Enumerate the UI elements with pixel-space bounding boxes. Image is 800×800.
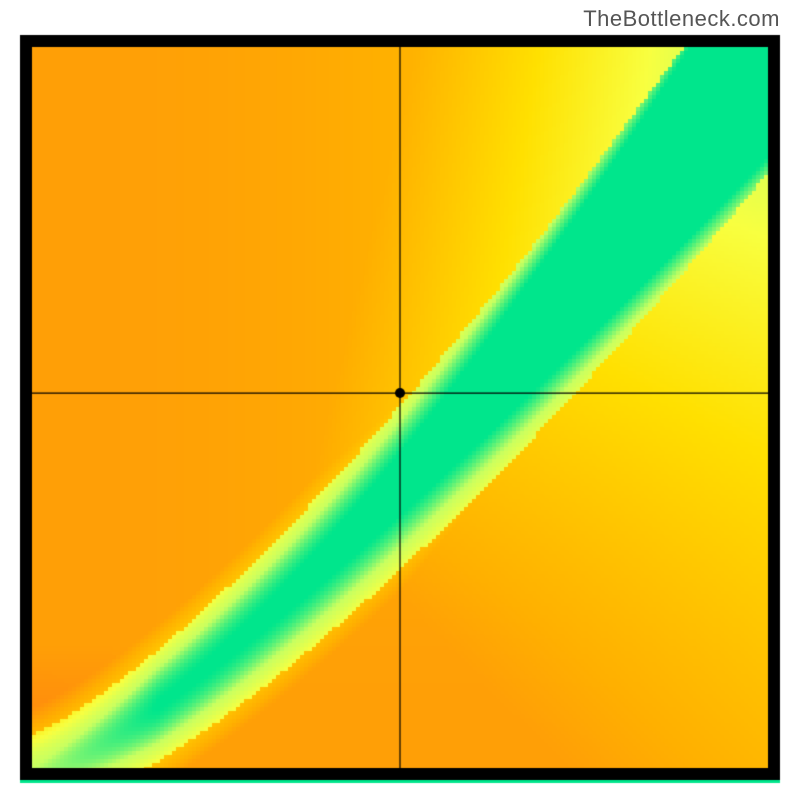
watermark-text: TheBottleneck.com (583, 6, 780, 32)
heatmap-canvas (0, 0, 800, 800)
